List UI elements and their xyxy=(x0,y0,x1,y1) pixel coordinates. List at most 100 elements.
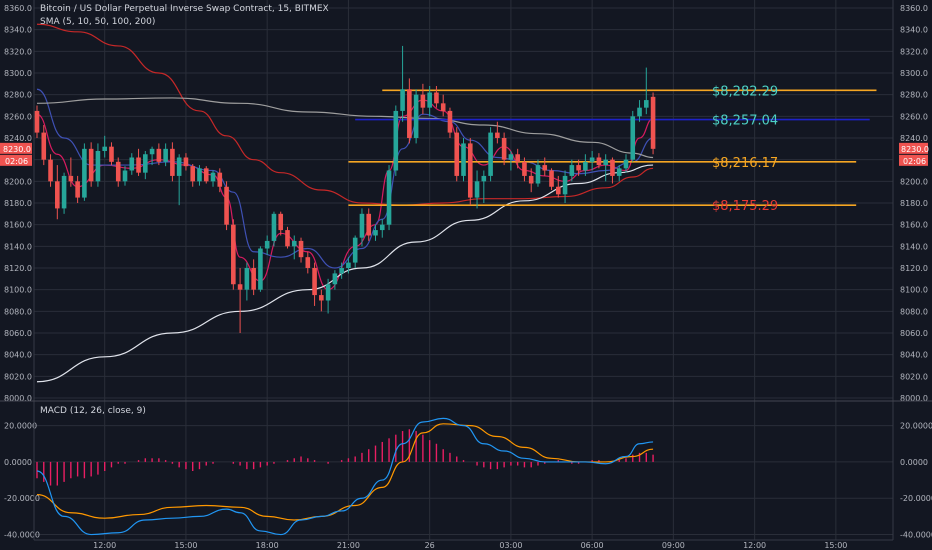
candle-body xyxy=(61,175,67,209)
y-tick-left: 8040.0 xyxy=(4,351,32,360)
candle-body xyxy=(461,143,466,176)
candle-body xyxy=(569,165,575,176)
candle-body xyxy=(359,213,365,238)
y-tick-right: 8240.0 xyxy=(900,134,928,143)
candle-body xyxy=(82,148,87,198)
sma-line xyxy=(36,97,654,159)
candle-body xyxy=(630,116,636,160)
grid xyxy=(34,0,893,540)
candle-body xyxy=(319,295,324,301)
level-label: $8,216.17 xyxy=(712,156,778,171)
candle-body xyxy=(251,268,256,290)
candle-body xyxy=(102,146,107,151)
y-tick-left: 8120.0 xyxy=(4,264,32,273)
candle-body xyxy=(474,181,480,198)
candle-body xyxy=(271,213,277,241)
macd-line xyxy=(36,417,654,536)
y-tick-right: 8180.0 xyxy=(900,199,928,208)
candle-body xyxy=(589,157,595,162)
level-label: $8,282.29 xyxy=(712,84,778,99)
candle-body xyxy=(203,168,209,182)
candlesticks xyxy=(34,45,656,333)
candle-body xyxy=(508,154,514,160)
candle-body xyxy=(298,240,304,258)
candle-body xyxy=(156,148,162,162)
candle-body xyxy=(501,138,507,160)
y-tick-left: 8280.0 xyxy=(4,91,32,100)
candle-body xyxy=(562,175,568,195)
candle-body xyxy=(447,110,453,133)
candle-body xyxy=(637,107,642,117)
candle-body xyxy=(176,157,182,176)
candle-body xyxy=(366,213,372,236)
y-tick-right: 8340.0 xyxy=(900,26,928,35)
price-badge xyxy=(899,142,928,154)
y-tick-left: 8020.0 xyxy=(4,372,32,381)
candle-body xyxy=(650,96,656,149)
countdown-badge-left-text: 02:06 xyxy=(5,157,28,166)
candle-body xyxy=(467,143,473,198)
candle-body xyxy=(332,273,338,285)
y-tick-right: 8100.0 xyxy=(900,286,928,295)
candle-body xyxy=(258,248,263,290)
sma-line xyxy=(36,164,654,383)
candle-body xyxy=(129,157,135,171)
candle-body xyxy=(603,159,608,166)
countdown-badge-left xyxy=(0,154,32,166)
candle-body xyxy=(285,230,290,247)
support-resistance-levels: $8,282.29 $8,257.04 $8,216.17 $8,175.29 xyxy=(348,84,877,214)
y-tick-left: 8000.0 xyxy=(4,394,32,403)
chart-title: Bitcoin / US Dollar Perpetual Inverse Sw… xyxy=(40,4,329,14)
sma-line xyxy=(36,99,654,291)
macd-y-tick-right: -20.0000 xyxy=(900,494,932,503)
candle-body xyxy=(515,154,520,162)
candle-body xyxy=(616,168,622,176)
y-tick-left: 8300.0 xyxy=(4,69,32,78)
y-tick-left: 8080.0 xyxy=(4,307,32,316)
price-badge-text: 8230.0 xyxy=(901,145,929,154)
candle-body xyxy=(386,170,392,225)
y-tick-right: 8140.0 xyxy=(900,242,928,251)
price-badge-left-text: 8230.0 xyxy=(3,145,31,154)
macd-pane xyxy=(36,417,654,536)
candle-body xyxy=(291,240,297,247)
y-tick-left: 8340.0 xyxy=(4,26,32,35)
candle-body xyxy=(183,157,189,167)
candle-body xyxy=(244,268,250,290)
candle-body xyxy=(109,146,114,162)
candle-body xyxy=(122,170,128,182)
y-tick-left: 8360.0 xyxy=(4,4,32,13)
y-tick-left: 8140.0 xyxy=(4,242,32,251)
candle-body xyxy=(555,186,561,195)
candle-body xyxy=(88,148,94,182)
y-tick-right: 8160.0 xyxy=(900,221,928,230)
candle-body xyxy=(407,89,412,138)
sma-legend: SMA (5, 10, 50, 100, 200) xyxy=(40,17,156,27)
price-badge-left xyxy=(0,142,32,154)
y-tick-left: 8240.0 xyxy=(4,134,32,143)
candle-body xyxy=(495,132,500,138)
candle-body xyxy=(197,168,202,182)
candle-body xyxy=(143,154,148,173)
y-tick-left: 8320.0 xyxy=(4,47,32,56)
candle-body xyxy=(312,268,317,296)
x-tick: 06:00 xyxy=(581,541,604,550)
countdown-badge-text: 02:06 xyxy=(903,157,926,166)
y-tick-right: 8040.0 xyxy=(900,351,928,360)
y-tick-right: 8280.0 xyxy=(900,91,928,100)
y-tick-right: 8200.0 xyxy=(900,177,928,186)
sma-line xyxy=(36,23,654,206)
y-tick-left: 8260.0 xyxy=(4,112,32,121)
candle-body xyxy=(481,175,487,182)
candle-body xyxy=(535,165,541,184)
y-tick-left: 8200.0 xyxy=(4,177,32,186)
candle-body xyxy=(644,100,649,108)
x-tick: 18:00 xyxy=(256,541,279,550)
macd-y-tick-right: 20.0000 xyxy=(900,422,932,431)
x-tick: 12:00 xyxy=(93,541,116,550)
candle-body xyxy=(170,148,175,176)
candle-body xyxy=(237,284,243,290)
candle-body xyxy=(231,224,236,285)
